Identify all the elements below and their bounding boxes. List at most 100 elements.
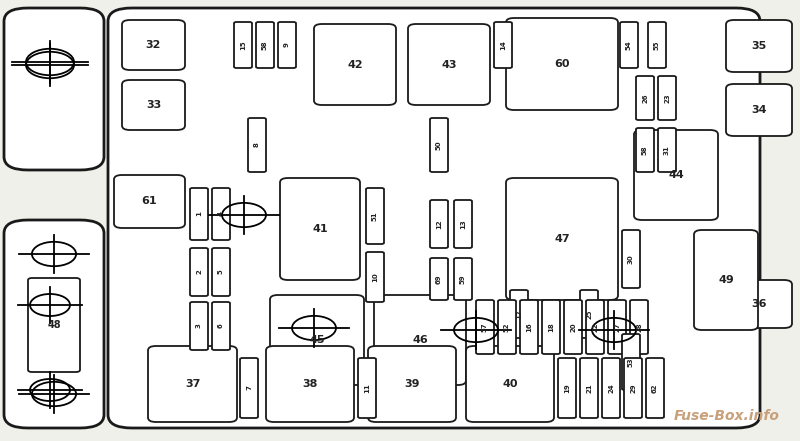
FancyBboxPatch shape (114, 175, 185, 228)
Text: 60: 60 (554, 59, 570, 69)
Text: 38: 38 (302, 379, 318, 389)
FancyBboxPatch shape (430, 200, 448, 248)
Text: 8: 8 (254, 142, 260, 147)
Text: 31: 31 (664, 145, 670, 155)
FancyBboxPatch shape (726, 20, 792, 72)
Text: 22: 22 (592, 322, 598, 332)
Text: 33: 33 (146, 100, 161, 110)
FancyBboxPatch shape (466, 346, 554, 422)
Text: 1: 1 (196, 212, 202, 217)
FancyBboxPatch shape (234, 22, 252, 68)
Text: 21: 21 (586, 383, 592, 393)
FancyBboxPatch shape (622, 334, 640, 390)
Text: 53: 53 (628, 357, 634, 367)
Text: 43: 43 (442, 60, 457, 70)
FancyBboxPatch shape (476, 300, 494, 354)
Text: 44: 44 (668, 170, 684, 180)
Text: 69: 69 (436, 274, 442, 284)
FancyBboxPatch shape (646, 358, 664, 418)
Text: 57: 57 (482, 322, 488, 332)
Text: 37: 37 (185, 379, 200, 389)
FancyBboxPatch shape (4, 8, 104, 170)
FancyBboxPatch shape (726, 84, 792, 136)
FancyBboxPatch shape (520, 300, 538, 354)
FancyBboxPatch shape (636, 128, 654, 172)
FancyBboxPatch shape (366, 252, 384, 302)
Text: 10: 10 (372, 272, 378, 282)
Text: 16: 16 (526, 322, 532, 332)
FancyBboxPatch shape (248, 118, 266, 172)
FancyBboxPatch shape (212, 188, 230, 240)
FancyBboxPatch shape (122, 80, 185, 130)
FancyBboxPatch shape (634, 130, 718, 220)
FancyBboxPatch shape (366, 188, 384, 244)
Text: 58: 58 (262, 40, 268, 50)
Text: 7: 7 (246, 385, 252, 390)
Text: 27: 27 (614, 322, 620, 332)
Text: 4: 4 (218, 212, 224, 217)
FancyBboxPatch shape (430, 258, 448, 300)
FancyBboxPatch shape (630, 300, 648, 354)
FancyBboxPatch shape (506, 178, 618, 300)
FancyBboxPatch shape (506, 18, 618, 110)
Text: 26: 26 (642, 93, 648, 103)
Text: 15: 15 (240, 40, 246, 50)
FancyBboxPatch shape (28, 278, 80, 372)
Text: 9: 9 (284, 43, 290, 48)
Text: 39: 39 (404, 379, 420, 389)
Text: 12: 12 (436, 219, 442, 229)
FancyBboxPatch shape (608, 300, 626, 354)
Text: 30: 30 (628, 254, 634, 264)
Text: 25: 25 (586, 309, 592, 319)
Text: 47: 47 (554, 234, 570, 244)
FancyBboxPatch shape (454, 258, 472, 300)
Text: 29: 29 (630, 383, 636, 393)
Text: 3: 3 (196, 324, 202, 329)
FancyBboxPatch shape (256, 22, 274, 68)
FancyBboxPatch shape (122, 20, 185, 70)
Text: Fuse-Box.info: Fuse-Box.info (674, 409, 780, 423)
FancyBboxPatch shape (358, 358, 376, 418)
FancyBboxPatch shape (278, 22, 296, 68)
FancyBboxPatch shape (148, 346, 237, 422)
FancyBboxPatch shape (580, 358, 598, 418)
FancyBboxPatch shape (494, 22, 512, 68)
Text: 24: 24 (608, 383, 614, 393)
FancyBboxPatch shape (314, 24, 396, 105)
FancyBboxPatch shape (624, 358, 642, 418)
Text: 13: 13 (460, 219, 466, 229)
FancyBboxPatch shape (280, 178, 360, 280)
Text: 20: 20 (570, 322, 576, 332)
FancyBboxPatch shape (694, 230, 758, 330)
Text: 5: 5 (218, 269, 224, 274)
Text: 41: 41 (312, 224, 328, 234)
Text: 45: 45 (310, 335, 325, 345)
FancyBboxPatch shape (374, 295, 466, 385)
Text: 6: 6 (218, 324, 224, 329)
FancyBboxPatch shape (212, 302, 230, 350)
Text: 32: 32 (146, 40, 161, 50)
Text: 19: 19 (564, 383, 570, 393)
Text: 42: 42 (347, 60, 363, 70)
Text: 51: 51 (372, 211, 378, 221)
Text: 54: 54 (626, 40, 632, 50)
FancyBboxPatch shape (648, 22, 666, 68)
Text: 55: 55 (654, 40, 660, 50)
FancyBboxPatch shape (498, 300, 516, 354)
Text: 23: 23 (664, 93, 670, 103)
Text: 14: 14 (500, 40, 506, 50)
FancyBboxPatch shape (430, 118, 448, 172)
FancyBboxPatch shape (190, 302, 208, 350)
FancyBboxPatch shape (212, 248, 230, 296)
Text: 49: 49 (718, 275, 734, 285)
Text: 36: 36 (751, 299, 766, 309)
FancyBboxPatch shape (636, 76, 654, 120)
FancyBboxPatch shape (658, 76, 676, 120)
FancyBboxPatch shape (542, 300, 560, 354)
Text: 2: 2 (196, 269, 202, 274)
FancyBboxPatch shape (558, 358, 576, 418)
FancyBboxPatch shape (510, 290, 528, 338)
Text: 62: 62 (652, 383, 658, 393)
Text: 28: 28 (636, 322, 642, 332)
FancyBboxPatch shape (190, 248, 208, 296)
